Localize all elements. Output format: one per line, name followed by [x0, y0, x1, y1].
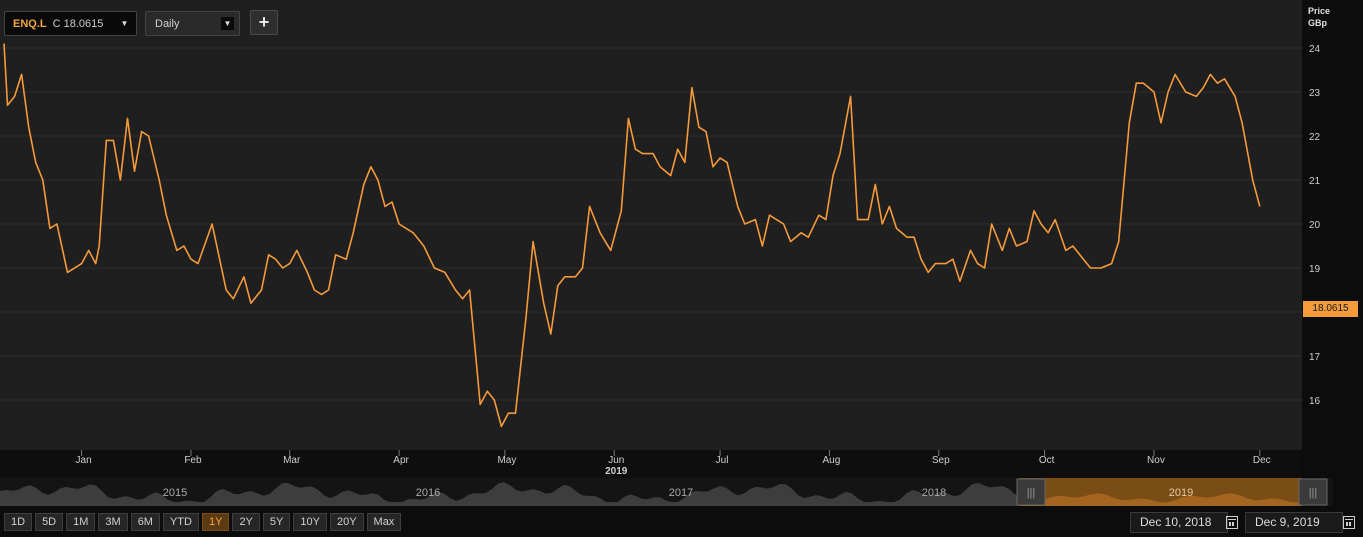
navigator-year-label: 2019 [1169, 487, 1193, 499]
range-button-1y[interactable]: 1Y [201, 513, 230, 531]
x-tick-label: Dec [1253, 455, 1271, 466]
y-tick-label: 23 [1309, 88, 1321, 99]
x-tick-label: Apr [393, 455, 409, 466]
range-button-max[interactable]: Max [366, 513, 402, 531]
range-button-1m[interactable]: 1M [66, 513, 96, 531]
to-date-input[interactable]: Dec 9, 2019 [1245, 512, 1343, 533]
price-axis-title-unit: GBp [1308, 18, 1327, 28]
x-tick-label: Sep [932, 455, 950, 466]
x-axis-band [0, 450, 1302, 478]
x-tick-label: Aug [823, 455, 841, 466]
range-buttons: 1D 5D 1M 3M 6M YTD 1Y 2Y 5Y 10Y 20Y Max [4, 513, 402, 531]
x-tick-label: Jun [608, 455, 624, 466]
range-button-10y[interactable]: 10Y [293, 513, 327, 531]
interval-select[interactable]: Daily ▼ [145, 11, 240, 36]
range-button-6m[interactable]: 6M [130, 513, 160, 531]
from-date-input[interactable]: Dec 10, 2018 [1130, 512, 1228, 533]
y-tick-label: 22 [1309, 132, 1321, 143]
symbol-label: ENQ.L [13, 17, 47, 30]
navigator-handle[interactable] [1016, 478, 1046, 506]
navigator-selection-area [1020, 493, 1302, 506]
x-tick-label: Jul [716, 455, 729, 466]
grip-icon: ||| [1027, 487, 1036, 499]
x-tick-label: Nov [1147, 455, 1165, 466]
navigator-year-label: 2017 [669, 487, 693, 499]
price-series-line [3, 43, 1261, 428]
chevron-down-icon[interactable]: ▼ [118, 17, 131, 30]
range-button-3m[interactable]: 3M [98, 513, 128, 531]
last-price-badge: 18.0615 [1303, 301, 1358, 317]
range-button-5y[interactable]: 5Y [262, 513, 291, 531]
y-tick-label: 24 [1309, 44, 1321, 55]
navigator-year-label: 2015 [163, 487, 187, 499]
y-tick-label: 20 [1309, 220, 1321, 231]
plot-area[interactable] [0, 0, 1302, 450]
x-tick-label: Oct [1039, 455, 1055, 466]
range-button-1d[interactable]: 1D [4, 513, 33, 531]
navigator-year-label: 2018 [922, 487, 946, 499]
x-tick-label: May [497, 455, 516, 466]
chevron-down-icon[interactable]: ▼ [221, 17, 234, 30]
range-button-20y[interactable]: 20Y [329, 513, 364, 531]
price-axis-title: Price GBp [1308, 5, 1330, 29]
price-axis-title-price: Price [1308, 6, 1331, 16]
range-button-2y[interactable]: 2Y [232, 513, 260, 531]
y-tick-label: 21 [1309, 176, 1321, 187]
range-button-5d[interactable]: 5D [35, 513, 64, 531]
close-price-label: C 18.0615 [52, 17, 104, 30]
x-tick-label: Jan [76, 455, 92, 466]
x-tick-label: Mar [283, 455, 301, 466]
navigator-history-area [0, 482, 1020, 506]
navigator-handle[interactable] [1298, 478, 1328, 506]
add-indicator-button[interactable]: + [250, 10, 278, 35]
calendar-icon[interactable] [1226, 516, 1238, 529]
grip-icon: ||| [1309, 487, 1318, 499]
y-tick-label: 16 [1309, 396, 1321, 407]
x-tick-label: Feb [184, 455, 202, 466]
interval-label: Daily [155, 17, 180, 30]
y-tick-label: 17 [1309, 352, 1321, 363]
y-tick-label: 19 [1309, 264, 1321, 275]
range-button-ytd[interactable]: YTD [162, 513, 199, 531]
x-year-label: 2019 [605, 466, 628, 477]
calendar-icon[interactable] [1343, 516, 1355, 529]
symbol-select[interactable]: ENQ.L C 18.0615 ▼ [4, 11, 137, 36]
navigator-year-label: 2016 [416, 487, 440, 499]
